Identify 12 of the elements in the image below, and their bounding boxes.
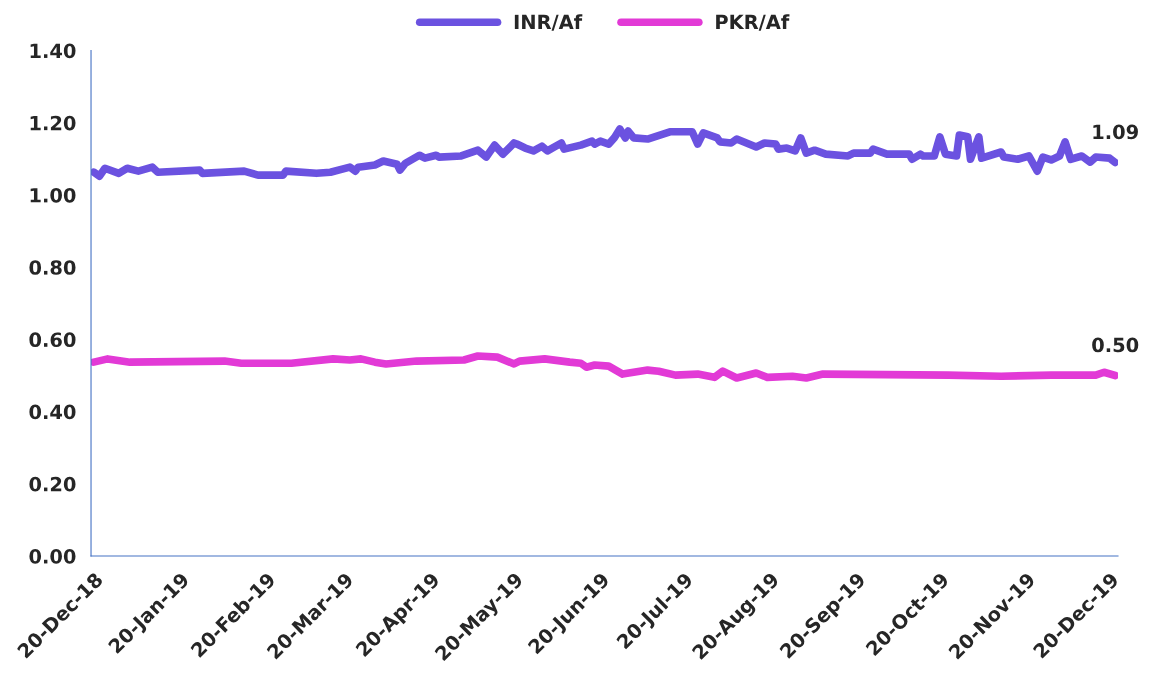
y-tick-label: 1.00 [30, 187, 76, 203]
y-tick-label: 0.00 [29, 549, 76, 564]
legend-label: INR/Af [514, 14, 583, 31]
y-tick-label: 0.60 [29, 332, 76, 348]
legend-label: PKR/Af [716, 14, 790, 31]
annotation: 1.09 [1093, 124, 1138, 140]
y-tick-label: 0.80 [29, 260, 76, 275]
y-tick-label: 0.40 [29, 404, 76, 420]
y-tick-label: 1.40 [30, 43, 76, 59]
y-tick-label: 0.20 [29, 476, 76, 492]
annotation: 0.50 [1092, 337, 1139, 353]
y-tick-label: 1.20 [30, 115, 76, 131]
